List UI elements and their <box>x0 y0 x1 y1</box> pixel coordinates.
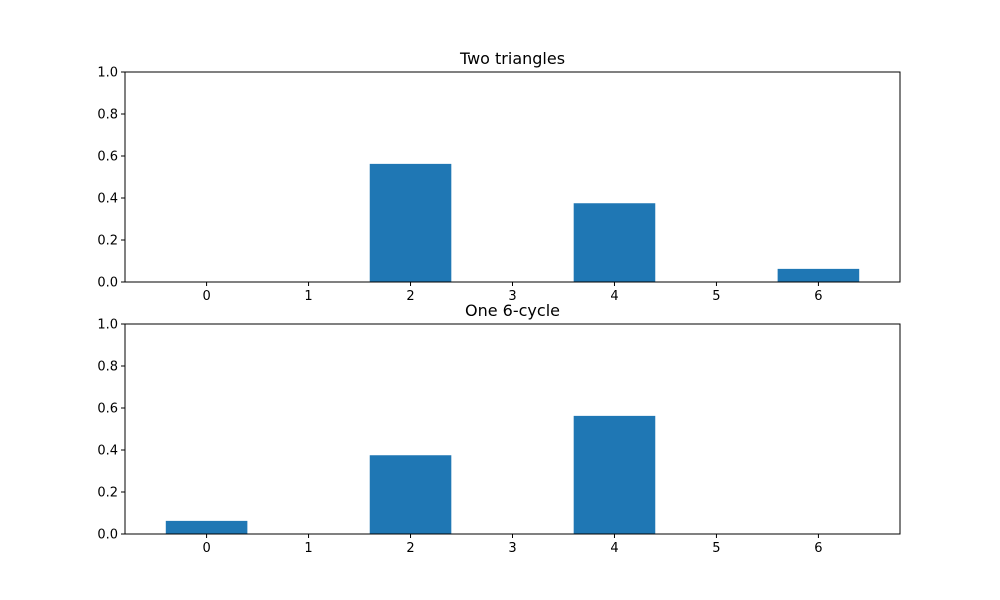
chart-title: Two triangles <box>459 49 565 68</box>
x-tick-label: 0 <box>202 289 210 304</box>
y-tick-label: 0.8 <box>97 108 118 123</box>
bars <box>369 163 860 282</box>
y-tick-label: 0.2 <box>97 486 118 501</box>
chart-title: One 6-cycle <box>465 301 560 320</box>
x-tick-label: 1 <box>304 541 312 556</box>
y-tick-label: 0.4 <box>97 444 118 459</box>
y-tick-label: 0.8 <box>97 360 118 375</box>
axes-frame <box>124 323 901 535</box>
x-tick-label: 6 <box>814 541 822 556</box>
y-tick-label: 0.0 <box>97 276 118 291</box>
subplot-one-6-cycle: One 6-cycle 0.0 0.2 0.4 0.6 0.8 1.0 0 1 2 3 4 5 6 <box>97 301 901 556</box>
x-tick-label: 5 <box>712 289 720 304</box>
y-tick-label: 0.6 <box>97 402 118 417</box>
x-tick-label: 2 <box>406 289 414 304</box>
x-tick-label: 3 <box>508 289 516 304</box>
bar-0 <box>165 520 248 534</box>
x-tick-label: 2 <box>406 541 414 556</box>
y-tick-label: 1.0 <box>97 66 118 81</box>
x-axis: 0 1 2 3 4 5 6 <box>202 534 823 556</box>
y-tick-label: 0.6 <box>97 150 118 165</box>
x-tick-label: 0 <box>202 541 210 556</box>
x-tick-label: 6 <box>814 289 822 304</box>
x-axis: 0 1 2 3 4 5 6 <box>202 282 823 304</box>
x-tick-label: 5 <box>712 541 720 556</box>
subplot-two-triangles: Two triangles 0.0 0.2 0.4 0.6 0.8 1.0 0 1 2 3 4 5 6 <box>97 49 901 304</box>
bar-6 <box>777 268 860 282</box>
bar-4 <box>573 415 656 534</box>
bar-2 <box>369 455 452 534</box>
axes-frame <box>124 71 901 283</box>
x-tick-label: 1 <box>304 289 312 304</box>
x-tick-label: 4 <box>610 289 618 304</box>
y-tick-label: 0.2 <box>97 234 118 249</box>
x-tick-label: 4 <box>610 541 618 556</box>
bar-2 <box>369 163 452 282</box>
y-tick-label: 0.4 <box>97 192 118 207</box>
bar-4 <box>573 203 656 282</box>
y-tick-label: 0.0 <box>97 528 118 543</box>
x-tick-label: 3 <box>508 541 516 556</box>
y-axis: 0.0 0.2 0.4 0.6 0.8 1.0 <box>97 318 125 543</box>
y-tick-label: 1.0 <box>97 318 118 333</box>
y-axis: 0.0 0.2 0.4 0.6 0.8 1.0 <box>97 66 125 291</box>
bars <box>165 415 656 534</box>
